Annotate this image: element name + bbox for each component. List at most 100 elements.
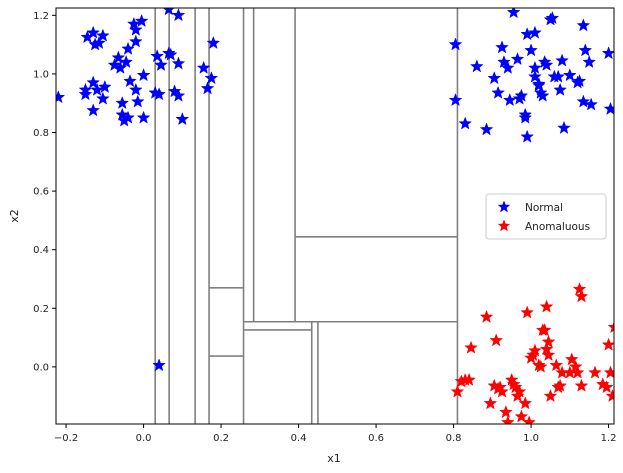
normal-star-marker: [528, 60, 542, 74]
normal-star-marker: [134, 13, 149, 28]
anomaluous-star-marker: [499, 405, 513, 419]
normal-star-marker: [136, 110, 151, 124]
normal-star-marker: [562, 68, 577, 82]
anomaluous-star-marker: [574, 378, 589, 392]
anomaluous-star-marker: [528, 343, 542, 357]
normal-star-marker: [448, 37, 463, 51]
anomaluous-star-marker: [537, 323, 552, 337]
normal-star-marker: [572, 74, 587, 88]
x-tick-label: −0.2: [54, 433, 78, 444]
anomaluous-star-marker: [489, 333, 504, 347]
anomaluous-star-marker: [549, 358, 564, 372]
y-tick-label: 0.0: [33, 362, 49, 373]
plot-frame: [55, 7, 615, 425]
legend-frame: [485, 193, 607, 240]
x-tick-label: 0.8: [446, 433, 462, 444]
anomaluous-star-marker: [603, 365, 614, 379]
anomaluous-star-marker: [520, 305, 535, 319]
normal-star-marker: [576, 18, 591, 32]
anomaluous-star-marker: [450, 384, 465, 398]
normal-star-marker: [531, 78, 546, 92]
anomaluous-star-marker: [512, 384, 527, 398]
y-tick-label: 0.2: [33, 304, 49, 315]
normal-star-marker: [121, 110, 135, 124]
anomaluous-star-marker: [539, 299, 554, 313]
legend: Normal Anomaluous: [485, 193, 607, 240]
normal-star-marker: [495, 40, 509, 54]
legend-marker-icon: [497, 219, 511, 232]
anomaluous-star-marker: [601, 337, 614, 351]
data-points: [56, 8, 614, 424]
anomaluous-star-marker: [543, 388, 558, 403]
x-axis-label: x1: [327, 452, 341, 465]
normal-star-marker: [500, 60, 515, 74]
normal-star-marker: [130, 94, 145, 108]
normal-star-marker: [128, 82, 143, 96]
normal-star-marker: [128, 22, 143, 36]
normal-star-marker: [506, 8, 521, 19]
anomaluous-star-marker: [607, 321, 614, 334]
normal-star-marker: [115, 107, 130, 121]
normal-star-marker: [96, 28, 110, 42]
x-tick-label: 1.2: [601, 433, 617, 444]
normal-star-marker: [123, 74, 137, 88]
normal-star-marker: [86, 75, 101, 89]
y-axis-ticks: 0.0 0.2 0.4 0.6 0.8 1.0 1.2: [33, 11, 56, 373]
normal-star-marker: [200, 81, 215, 95]
normal-star-marker: [584, 97, 598, 111]
normal-star-marker: [204, 71, 219, 85]
normal-star-marker: [551, 69, 566, 83]
normal-star-marker: [518, 110, 533, 124]
anomaluous-star-marker: [574, 289, 589, 303]
normal-star-marker: [121, 41, 135, 55]
normal-star-marker: [497, 54, 511, 69]
normal-star-marker: [553, 82, 567, 96]
x-tick-label: 0.2: [213, 433, 229, 444]
normal-star-marker: [128, 34, 143, 48]
anomaluous-star-marker: [568, 359, 583, 373]
normal-star-marker: [603, 101, 614, 115]
normal-star-marker: [171, 8, 186, 22]
normal-star-marker: [514, 88, 529, 102]
anomaluous-star-marker: [572, 282, 587, 296]
anomaluous-star-marker: [541, 334, 556, 348]
normal-star-marker: [136, 68, 151, 82]
isolation-partition-lines: [154, 8, 459, 424]
anomaluous-star-marker: [462, 372, 476, 386]
anomaluous-star-marker: [464, 340, 478, 354]
anomaluous-star-marker: [514, 409, 529, 423]
anomaluous-star-marker: [564, 352, 579, 366]
normal-star-marker: [206, 35, 221, 49]
y-axis-label: x2: [8, 209, 21, 223]
x-tick-label: 0.4: [291, 433, 307, 444]
anomaluous-star-marker: [539, 342, 554, 356]
anomaluous-star-marker: [599, 380, 614, 394]
normal-star-marker: [479, 122, 494, 136]
normal-star-marker: [96, 91, 110, 105]
anomaluous-star-marker: [500, 415, 515, 424]
normal-star-marker: [601, 46, 614, 60]
normal-star-marker: [127, 16, 141, 30]
normal-star-marker: [150, 49, 164, 63]
anomaluous-star-marker: [522, 415, 536, 424]
normal-star-marker: [154, 57, 168, 71]
normal-star-marker: [545, 11, 560, 25]
normal-star-marker: [115, 95, 130, 110]
x-tick-label: 0.6: [368, 433, 384, 444]
normal-star-marker: [111, 50, 126, 64]
normal-star-marker: [502, 93, 517, 107]
anomaluous-star-marker: [541, 347, 556, 361]
anomaluous-star-marker: [518, 396, 533, 410]
normal-star-marker: [86, 25, 101, 39]
normal-star-marker: [448, 93, 463, 107]
normal-star-marker: [487, 71, 502, 85]
anomaluous-star-marker: [479, 309, 494, 323]
normal-star-marker: [528, 69, 542, 83]
x-tick-label: 0.0: [136, 433, 152, 444]
anomaluous-star-marker: [483, 396, 498, 410]
anomaluous-star-marker: [605, 388, 614, 403]
normal-star-marker: [196, 60, 211, 74]
x-tick-label: 1.0: [523, 433, 539, 444]
normal-star-marker: [162, 8, 175, 16]
